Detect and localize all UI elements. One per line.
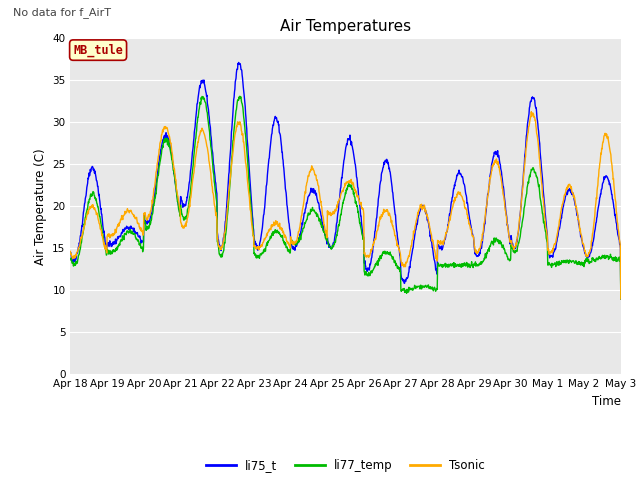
Title: Air Temperatures: Air Temperatures bbox=[280, 20, 411, 35]
Legend: li75_t, li77_temp, Tsonic: li75_t, li77_temp, Tsonic bbox=[202, 454, 490, 477]
Text: MB_tule: MB_tule bbox=[73, 44, 123, 57]
Text: No data for f_AirT: No data for f_AirT bbox=[13, 7, 111, 18]
X-axis label: Time: Time bbox=[592, 395, 621, 408]
Y-axis label: Air Temperature (C): Air Temperature (C) bbox=[34, 148, 47, 264]
